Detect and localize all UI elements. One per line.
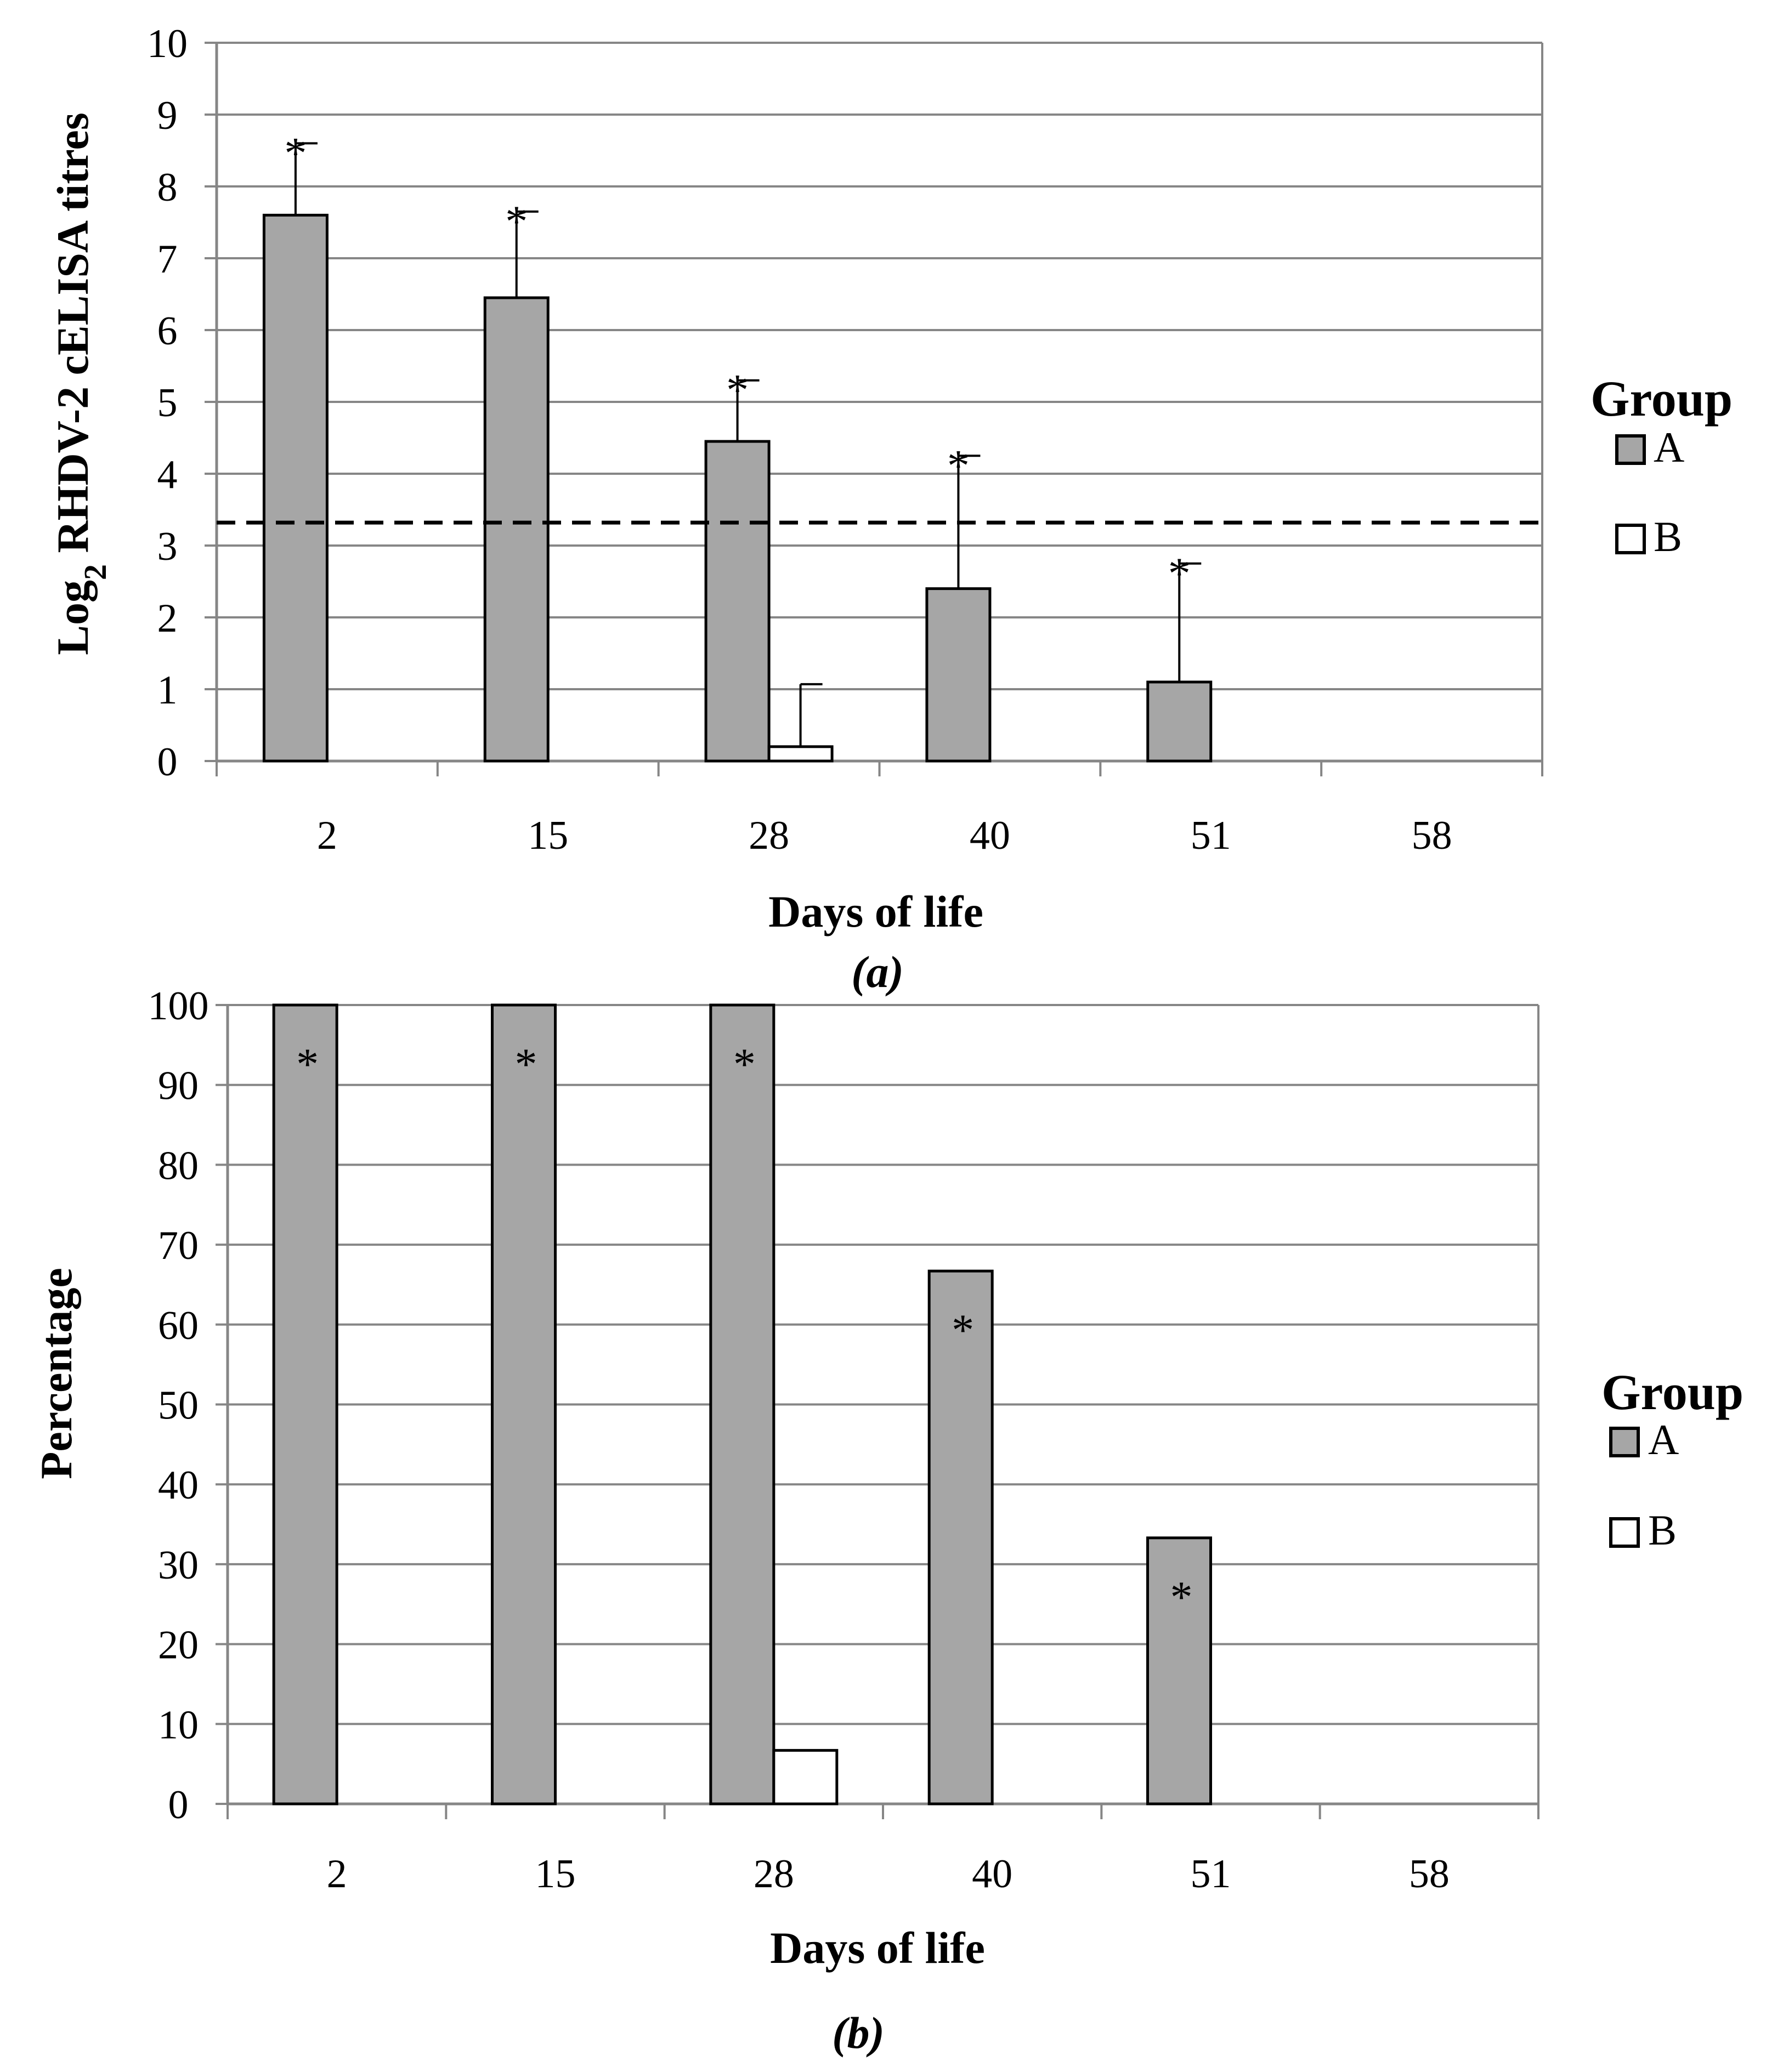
chart-b-percentage: Percentage Days of life (b) Group A B 0 1… — [31, 984, 1744, 2058]
chart-a-x-tick-label: 51 — [1191, 813, 1231, 858]
chart-b-y-tick-label: 100 — [148, 984, 209, 1029]
chart-b-y-tick-label: 90 — [158, 1064, 199, 1109]
chart-b-bar-b — [772, 1749, 839, 1806]
chart-a-significance-marker: * — [284, 128, 307, 178]
chart-a-significance-marker: * — [947, 440, 970, 490]
chart-b-x-tick-label: 40 — [972, 1852, 1012, 1897]
chart-a-legend-label-a: A — [1654, 423, 1684, 471]
chart-a-bar-a — [704, 440, 771, 763]
chart-a-bar-a — [262, 213, 329, 763]
chart-a-y-tick-label: 6 — [157, 309, 178, 354]
chart-b-bar-a — [709, 1003, 776, 1806]
chart-a-significance-marker: * — [1168, 548, 1191, 598]
chart-a-caption: (a) — [851, 947, 904, 997]
chart-b-bar-a — [272, 1003, 338, 1806]
chart-b-legend-label-a: A — [1648, 1416, 1679, 1463]
chart-a-y-axis-title: Log2 RHDV-2 cELISA titres — [48, 112, 113, 655]
chart-b-y-tick-label: 40 — [158, 1463, 199, 1508]
chart-b-legend-swatch-a — [1609, 1427, 1640, 1457]
chart-a-titres: Log2 RHDV-2 cELISA titres Days of life (… — [48, 21, 1733, 997]
chart-b-legend-title: Group — [1601, 1364, 1744, 1420]
chart-a-y-tick-label: 1 — [157, 668, 178, 713]
chart-b-significance-marker: * — [515, 1039, 537, 1089]
chart-a-legend-label-b: B — [1654, 513, 1682, 560]
chart-b-x-tick-label: 2 — [327, 1852, 347, 1897]
chart-b-significance-marker: * — [296, 1039, 319, 1089]
chart-b-y-tick-label: 60 — [158, 1303, 199, 1348]
chart-b-x-tick-label: 51 — [1191, 1852, 1231, 1897]
chart-b-bar-a — [927, 1269, 994, 1806]
chart-a-y-tick-label: 10 — [147, 21, 188, 66]
chart-a-legend-title: Group — [1590, 371, 1733, 427]
chart-a-y-tick-label: 4 — [157, 452, 178, 497]
chart-b-y-tick-label: 0 — [168, 1783, 189, 1827]
chart-a-legend: Group A B — [1590, 371, 1733, 560]
chart-b-x-tick-label: 58 — [1409, 1852, 1450, 1897]
chart-b-y-tick-label: 80 — [158, 1143, 199, 1188]
chart-a-y-tick-label: 3 — [157, 524, 178, 569]
chart-b-significance-marker: * — [733, 1039, 756, 1089]
chart-a-bar-a — [483, 296, 550, 763]
chart-b-x-axis-title: Days of life — [770, 1923, 985, 1973]
chart-b-legend: Group A B — [1601, 1364, 1744, 1554]
chart-a-x-tick-label: 40 — [970, 813, 1010, 858]
chart-a-significance-marker: * — [726, 365, 749, 415]
chart-a-y-tick-label: 8 — [157, 165, 178, 210]
chart-a-y-tick-label: 9 — [157, 93, 178, 138]
chart-b-y-tick-label: 10 — [158, 1702, 199, 1747]
chart-b-caption: (b) — [832, 2008, 885, 2058]
chart-b-bar-a — [1146, 1536, 1212, 1806]
chart-a-bar-a — [1146, 680, 1213, 763]
chart-a-y-tick-label: 5 — [157, 381, 178, 425]
chart-a-x-tick-label: 15 — [528, 813, 568, 858]
chart-b-bar-a — [491, 1003, 557, 1806]
chart-b-x-tick-label: 28 — [754, 1852, 794, 1897]
chart-a-legend-swatch-a — [1615, 434, 1646, 465]
chart-b-y-tick-label: 70 — [158, 1223, 199, 1268]
chart-b-significance-marker: * — [1170, 1572, 1193, 1622]
chart-a-y-tick-label: 2 — [157, 596, 178, 641]
chart-a-x-tick-label: 2 — [317, 813, 337, 858]
chart-a-significance-marker: * — [505, 196, 528, 246]
chart-b-legend-swatch-b — [1609, 1517, 1640, 1548]
chart-a-x-tick-label: 58 — [1412, 813, 1452, 858]
chart-b-y-tick-label: 20 — [158, 1623, 199, 1668]
chart-b-y-tick-label: 30 — [158, 1543, 199, 1588]
chart-a-legend-swatch-b — [1615, 524, 1646, 554]
chart-a-y-tick-label: 0 — [157, 740, 178, 785]
chart-a-bar-a — [925, 587, 992, 763]
chart-b-y-axis-title: Percentage — [31, 1268, 81, 1479]
chart-b-legend-label-b: B — [1648, 1506, 1677, 1554]
chart-a-bar-b — [767, 745, 834, 763]
chart-a-x-axis-title: Days of life — [768, 887, 983, 936]
chart-b-y-tick-label: 50 — [158, 1383, 199, 1428]
chart-a-y-tick-label: 7 — [157, 237, 178, 282]
chart-a-x-tick-label: 28 — [749, 813, 789, 858]
chart-b-x-tick-label: 15 — [535, 1852, 576, 1897]
chart-b-significance-marker: * — [952, 1305, 974, 1355]
